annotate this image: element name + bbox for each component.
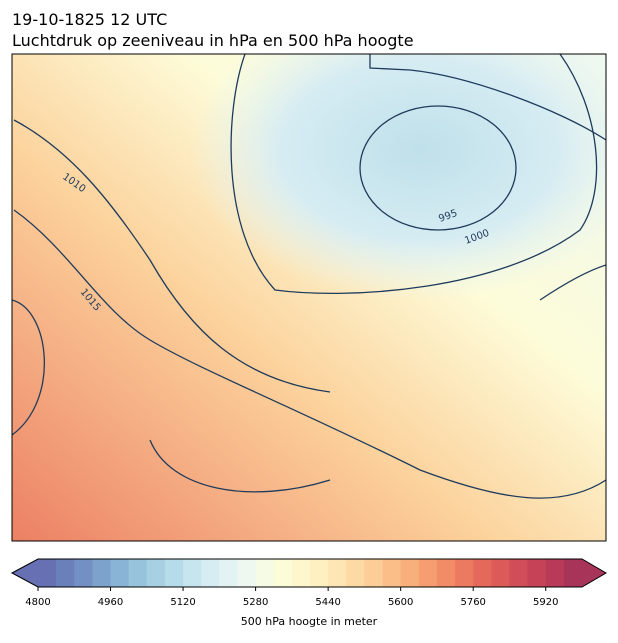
- colorbar-segment: [382, 559, 402, 587]
- colorbar-segment: [364, 559, 384, 587]
- colorbar-tick-label: 5120: [170, 597, 195, 608]
- subtitle: Luchtdruk op zeeniveau in hPa en 500 hPa…: [12, 31, 414, 50]
- colorbar-tick-label: 4800: [25, 597, 50, 608]
- colorbar-segment: [455, 559, 474, 587]
- colorbar-segment: [128, 559, 148, 587]
- colorbar-segment: [563, 559, 583, 587]
- colorbar-segment: [527, 559, 547, 587]
- colorbar-tick-label: 5440: [315, 597, 340, 608]
- colorbar-label: 500 hPa hoogte in meter: [241, 615, 378, 628]
- colorbar-tick-label: 5280: [243, 597, 268, 608]
- colorbar-segment: [436, 559, 456, 587]
- colorbar-tick-label: 5920: [533, 597, 558, 608]
- colorbar-segment: [418, 559, 438, 587]
- colorbar-segment: [291, 559, 311, 587]
- colorbar-segment: [74, 559, 93, 587]
- colorbar-segment: [237, 559, 257, 587]
- map: [12, 54, 606, 541]
- colorbar-segment: [219, 559, 238, 587]
- colorbar-segment: [346, 559, 365, 587]
- colorbar-segment: [545, 559, 565, 587]
- colorbar-extend-low: [12, 559, 38, 587]
- colorbar-segment: [201, 559, 220, 587]
- colorbar-segment: [328, 559, 347, 587]
- colorbar-segment: [491, 559, 510, 587]
- colorbar-extend-high: [582, 559, 606, 587]
- colorbar-segment: [38, 559, 57, 587]
- colorbar-segment: [255, 559, 275, 587]
- colorbar-segment: [473, 559, 492, 587]
- colorbar-segment: [400, 559, 420, 587]
- colorbar-segment: [146, 559, 166, 587]
- colorbar-segment: [509, 559, 529, 587]
- colorbar-tick-label: 5600: [388, 597, 413, 608]
- colorbar-segment: [56, 559, 75, 587]
- colorbar-tick-label: 5760: [460, 597, 485, 608]
- colorbar: 4800 4960 5120 5280 5440 5600 5760 5920: [10, 558, 607, 608]
- colorbar-segment: [164, 559, 184, 587]
- title: 19-10-1825 12 UTC: [12, 10, 167, 29]
- colorbar-segment: [183, 559, 202, 587]
- colorbar-segment: [110, 559, 130, 587]
- colorbar-tick-label: 4960: [98, 597, 123, 608]
- colorbar-segment: [92, 559, 112, 587]
- map-frame: [11, 53, 607, 542]
- colorbar-segment: [310, 559, 329, 587]
- colorbar-segment: [273, 559, 293, 587]
